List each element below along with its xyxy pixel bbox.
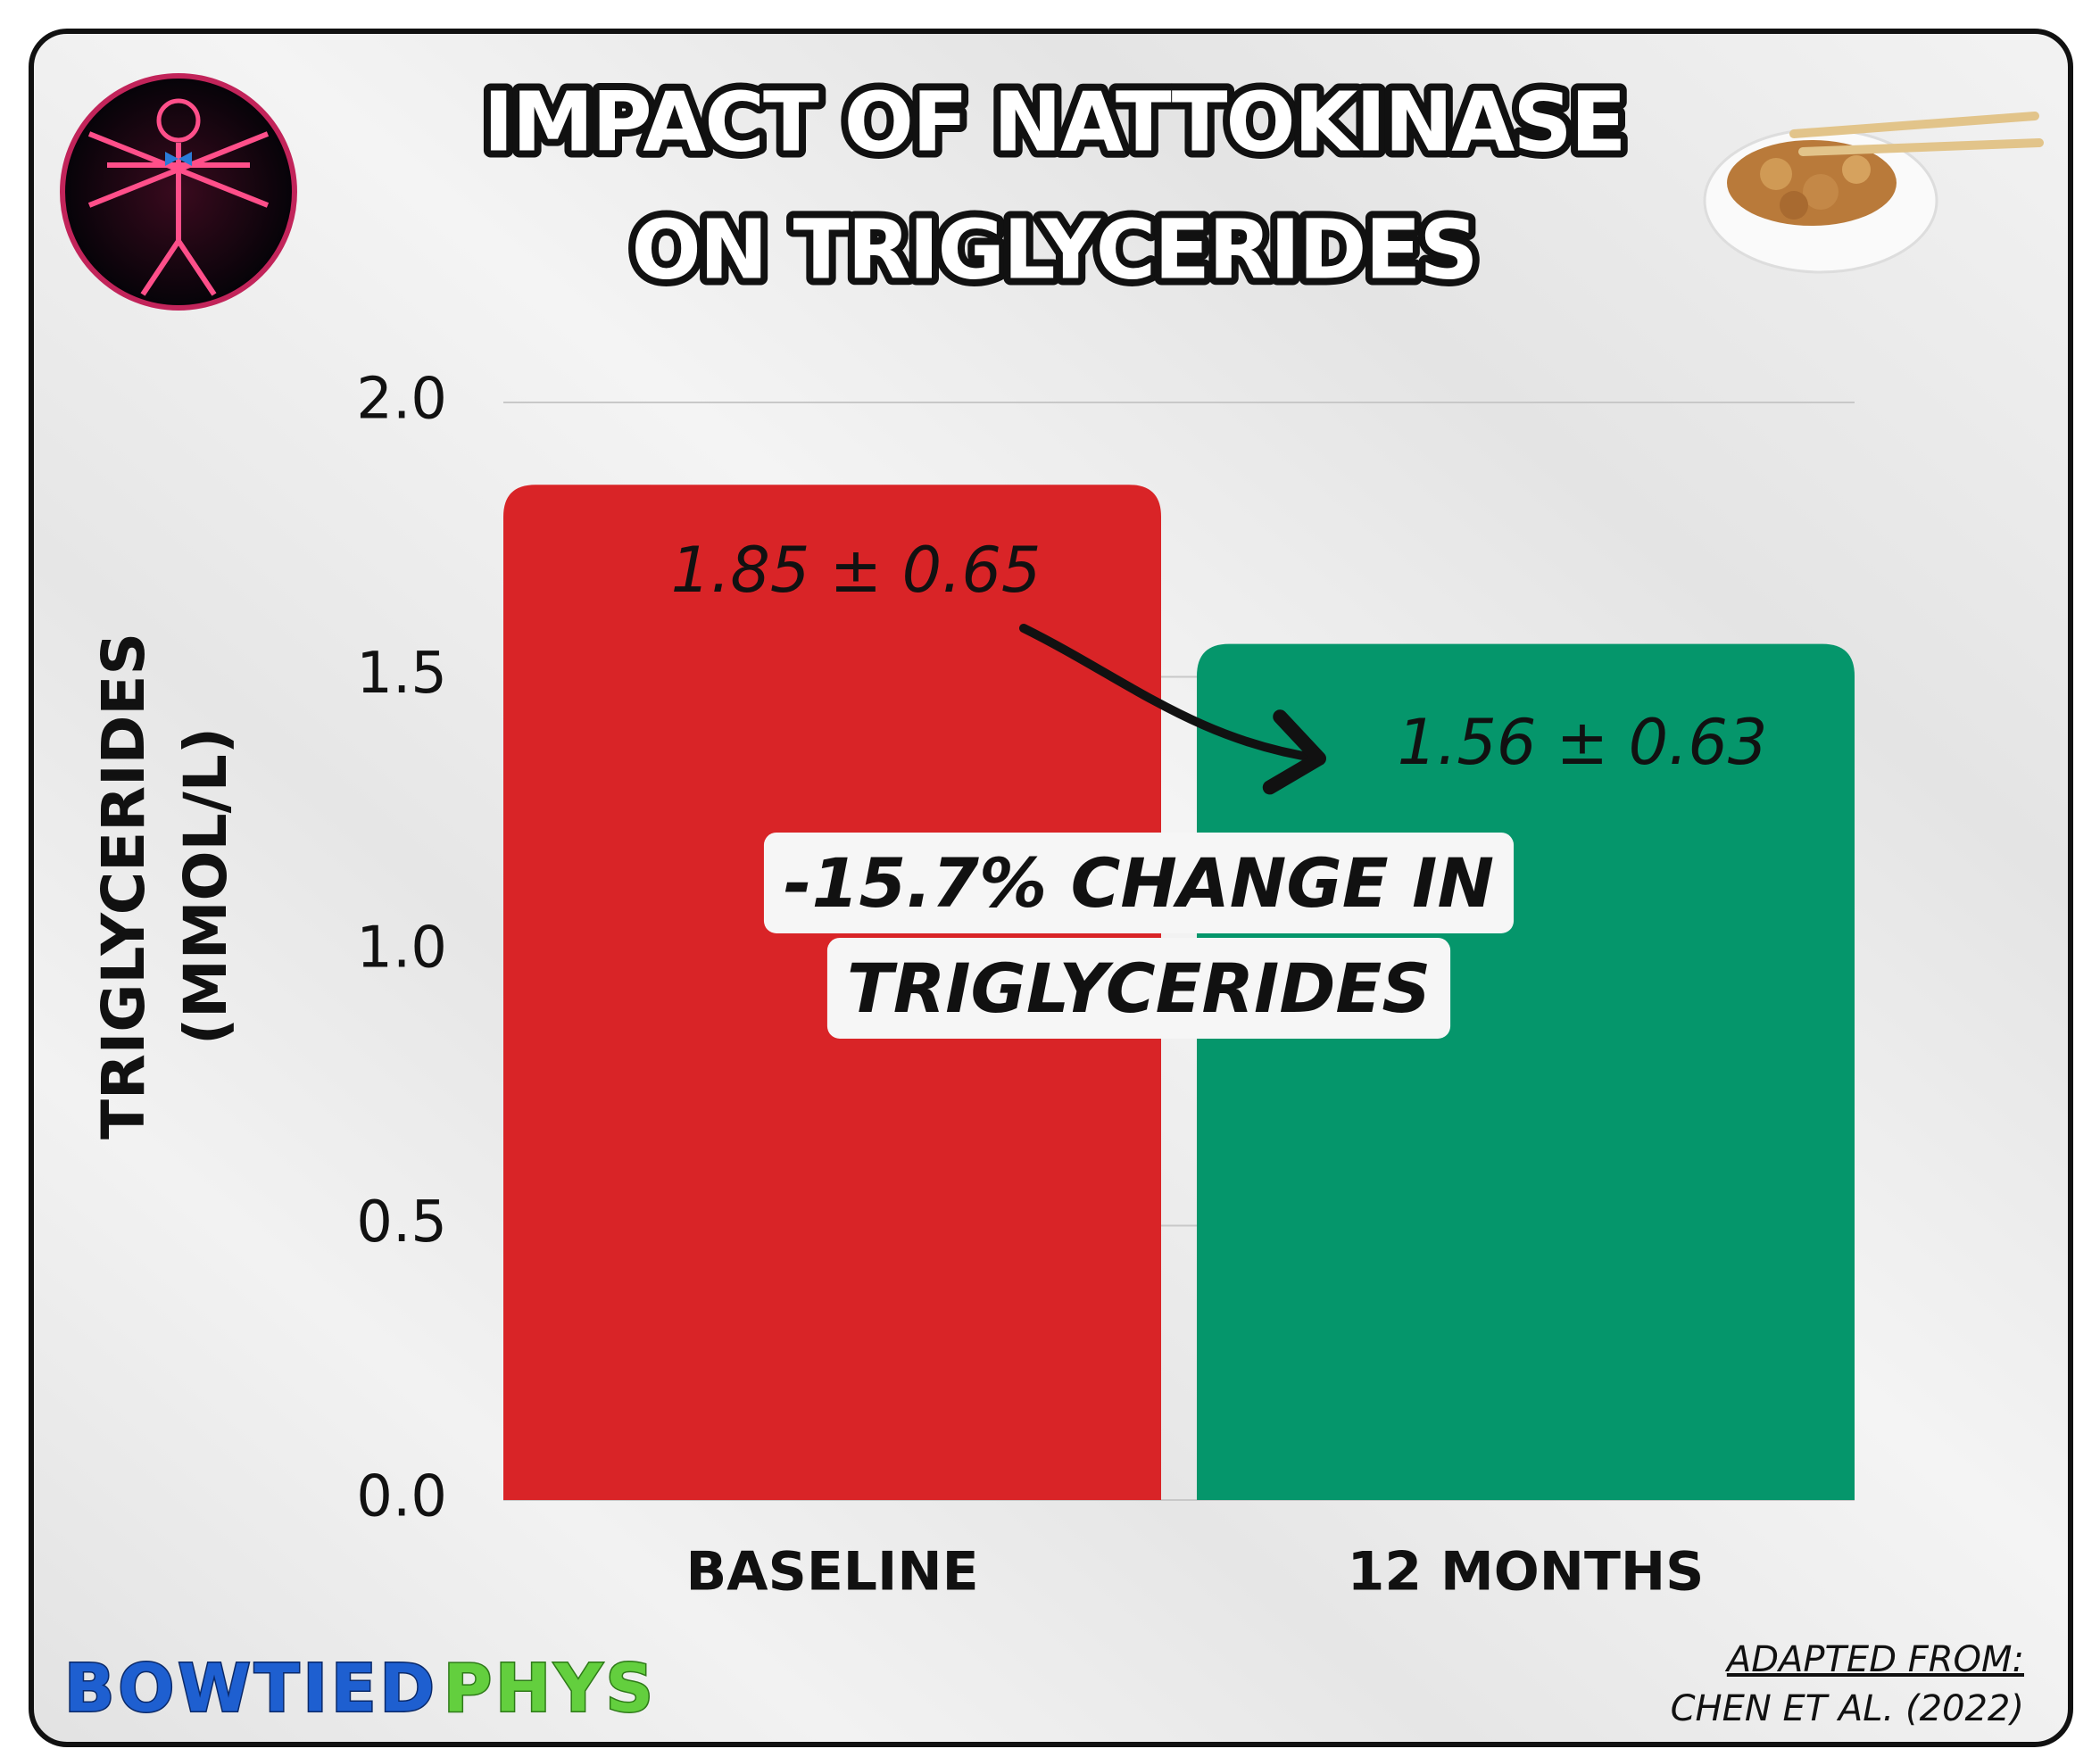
annotation-box	[763, 832, 1515, 933]
value-label: 1.85 ± 0.65	[671, 534, 1042, 607]
x-tick-label: 12 MONTHS	[1348, 1541, 1705, 1604]
annotation-box	[826, 937, 1451, 1039]
brand: BOWTIED	[64, 1651, 438, 1728]
natto-bowl	[1703, 112, 2044, 274]
y-tick-label: 1.5	[356, 641, 447, 707]
value-label: 1.56 ± 0.63	[1398, 706, 1768, 779]
annotation-text: TRIGLYCERIDES	[847, 949, 1431, 1028]
annotation: -15.7% CHANGE IN	[763, 832, 1515, 933]
source: ADAPTED FROM:	[1724, 1639, 2024, 1680]
annotation-text: -15.7% CHANGE IN	[784, 843, 1494, 923]
brand: PHYS	[444, 1651, 657, 1728]
chart-title: ON TRIGLYCERIDES	[631, 202, 1476, 297]
logo-left	[60, 73, 297, 311]
change-arrow	[1019, 624, 1326, 795]
chart-title: IMPACT OF NATTOKINASE	[483, 74, 1624, 170]
y-tick-label: 2.0	[356, 367, 447, 433]
y-tick-label: 0.0	[356, 1464, 447, 1530]
annotation: TRIGLYCERIDES	[826, 937, 1451, 1039]
y-axis-label: (MMOL/L)	[171, 727, 240, 1045]
x-tick-label: BASELINE	[685, 1541, 978, 1604]
y-tick-label: 0.5	[356, 1189, 447, 1256]
y-axis-label: TRIGLYCERIDES	[89, 633, 158, 1140]
y-tick-label: 1.0	[356, 916, 447, 982]
source: CHEN ET AL. (2022)	[1671, 1688, 2024, 1729]
